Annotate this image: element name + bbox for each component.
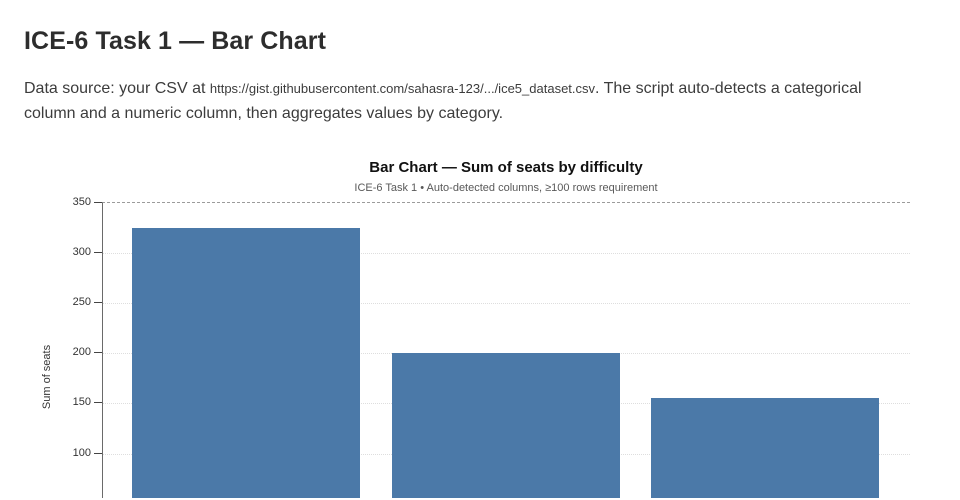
page-title: ICE-6 Task 1 — Bar Chart <box>24 27 327 55</box>
chart-title: Bar Chart — Sum of seats by difficulty <box>369 159 643 176</box>
bar <box>651 398 879 498</box>
y-tick-mark <box>94 352 102 354</box>
gridline <box>103 253 910 255</box>
plot-area <box>102 202 910 498</box>
y-tick-mark <box>94 452 102 454</box>
intro-before-url: Data source: your CSV at <box>24 80 210 97</box>
csv-url: https://gist.githubusercontent.com/sahas… <box>209 81 596 96</box>
y-tick-label: 300 <box>72 246 91 259</box>
y-tick-mark <box>94 252 102 254</box>
y-tick-label: 200 <box>72 346 91 359</box>
y-tick-label: 250 <box>72 296 91 309</box>
y-tick-mark <box>94 202 102 203</box>
bar <box>392 353 620 498</box>
y-tick-mark <box>94 402 102 404</box>
y-tick-label: 350 <box>72 196 91 208</box>
y-tick-mark <box>94 302 102 304</box>
bar <box>132 228 360 498</box>
intro-after-url: . The script auto-detects a categorical … <box>24 80 862 122</box>
gridline <box>103 303 910 305</box>
y-tick-label: 150 <box>72 396 91 409</box>
y-tick-label: 100 <box>72 446 91 459</box>
intro-text: Data source: your CSV at https://gist.gi… <box>24 76 916 126</box>
chart-subtitle: ICE-6 Task 1 • Auto-detected columns, ≥1… <box>354 182 658 194</box>
